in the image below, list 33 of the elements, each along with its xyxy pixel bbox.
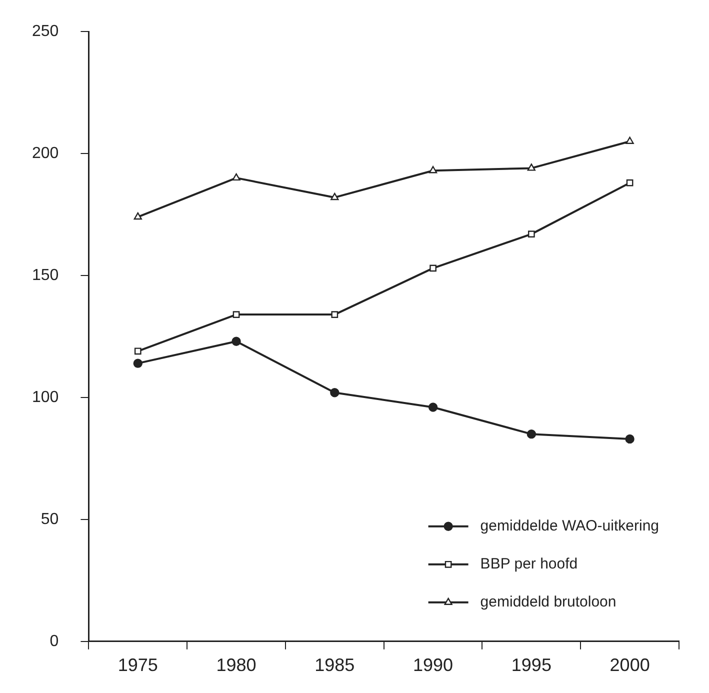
point bbox=[134, 212, 142, 220]
x-tick-label: 2000 bbox=[610, 655, 650, 676]
point bbox=[134, 348, 142, 355]
point bbox=[232, 311, 240, 318]
point bbox=[526, 429, 536, 439]
legend-label: BBP per hoofd bbox=[480, 556, 578, 573]
point bbox=[430, 264, 436, 272]
y-tick-label: 200 bbox=[32, 144, 59, 162]
point bbox=[133, 358, 142, 368]
point bbox=[330, 192, 339, 200]
x-tick-label: 1985 bbox=[314, 655, 355, 676]
point bbox=[625, 434, 634, 444]
point bbox=[626, 179, 634, 186]
y-tick-label: 100 bbox=[32, 388, 59, 406]
point bbox=[331, 311, 338, 318]
legend-label: gemiddelde WAO-uitkering bbox=[480, 518, 660, 535]
y-tick-label: 150 bbox=[32, 266, 59, 284]
y-tick-label: 0 bbox=[50, 632, 59, 650]
point bbox=[528, 230, 535, 238]
x-tick-label: 1980 bbox=[216, 655, 256, 676]
point bbox=[428, 402, 438, 412]
point bbox=[232, 173, 240, 181]
legend-label: gemiddeld brutoloon bbox=[480, 594, 616, 611]
y-tick-label: 50 bbox=[40, 510, 59, 528]
point bbox=[428, 166, 438, 174]
point bbox=[626, 136, 634, 144]
x-tick-label: 1990 bbox=[413, 655, 454, 676]
x-tick-label: 1995 bbox=[511, 655, 552, 676]
x-tick-label: 1975 bbox=[118, 655, 158, 676]
point bbox=[527, 164, 536, 171]
y-tick-label: 250 bbox=[32, 23, 59, 40]
point bbox=[330, 388, 340, 398]
point bbox=[232, 336, 241, 346]
